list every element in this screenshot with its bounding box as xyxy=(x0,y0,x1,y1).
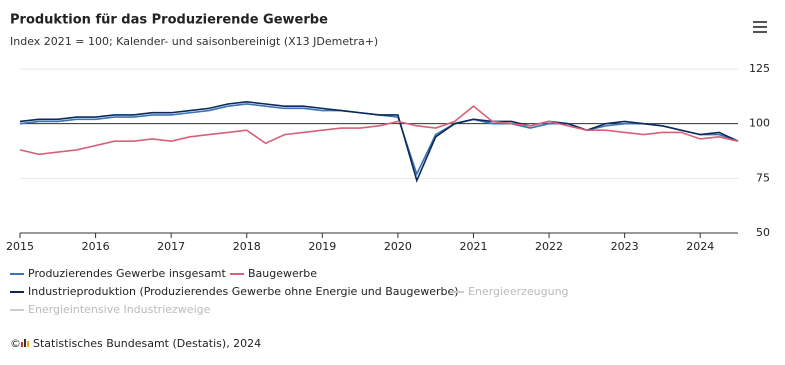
y-tick-label: 50 xyxy=(756,226,770,239)
y-tick-label: 125 xyxy=(749,62,770,75)
x-tick-label: 2018 xyxy=(233,240,261,253)
source-icon xyxy=(21,339,29,347)
y-tick-label: 100 xyxy=(749,117,770,130)
chart-subtitle: Index 2021 = 100; Kalender- und saisonbe… xyxy=(10,35,378,48)
line-series xyxy=(19,105,739,156)
source: Statistisches Bundesamt (Destatis), 2024 xyxy=(33,337,261,350)
menu-icon[interactable] xyxy=(753,21,767,33)
legend-label: Baugewerbe xyxy=(248,267,317,280)
x-tick-label: 2016 xyxy=(82,240,110,253)
copyright: © xyxy=(10,337,21,350)
x-tick-label: 2022 xyxy=(535,240,563,253)
legend-label: Industrieproduktion (Produzierendes Gewe… xyxy=(28,285,459,298)
x-tick-label: 2023 xyxy=(611,240,639,253)
legend-label-inactive: Energieerzeugung xyxy=(468,285,569,298)
legend-label-inactive: Energieintensive Industriezweige xyxy=(28,303,211,316)
x-tick-label: 2015 xyxy=(6,240,34,253)
x-tick-label: 2024 xyxy=(686,240,714,253)
chart-title: Produktion für das Produzierende Gewerbe xyxy=(10,13,328,28)
x-tick-label: 2021 xyxy=(459,240,487,253)
line-series xyxy=(19,100,739,183)
legend-label: Produzierendes Gewerbe insgesamt xyxy=(28,267,227,280)
x-tick-label: 2017 xyxy=(157,240,185,253)
x-tick-label: 2020 xyxy=(384,240,412,253)
y-tick-label: 75 xyxy=(756,171,770,184)
x-tick-label: 2019 xyxy=(308,240,336,253)
